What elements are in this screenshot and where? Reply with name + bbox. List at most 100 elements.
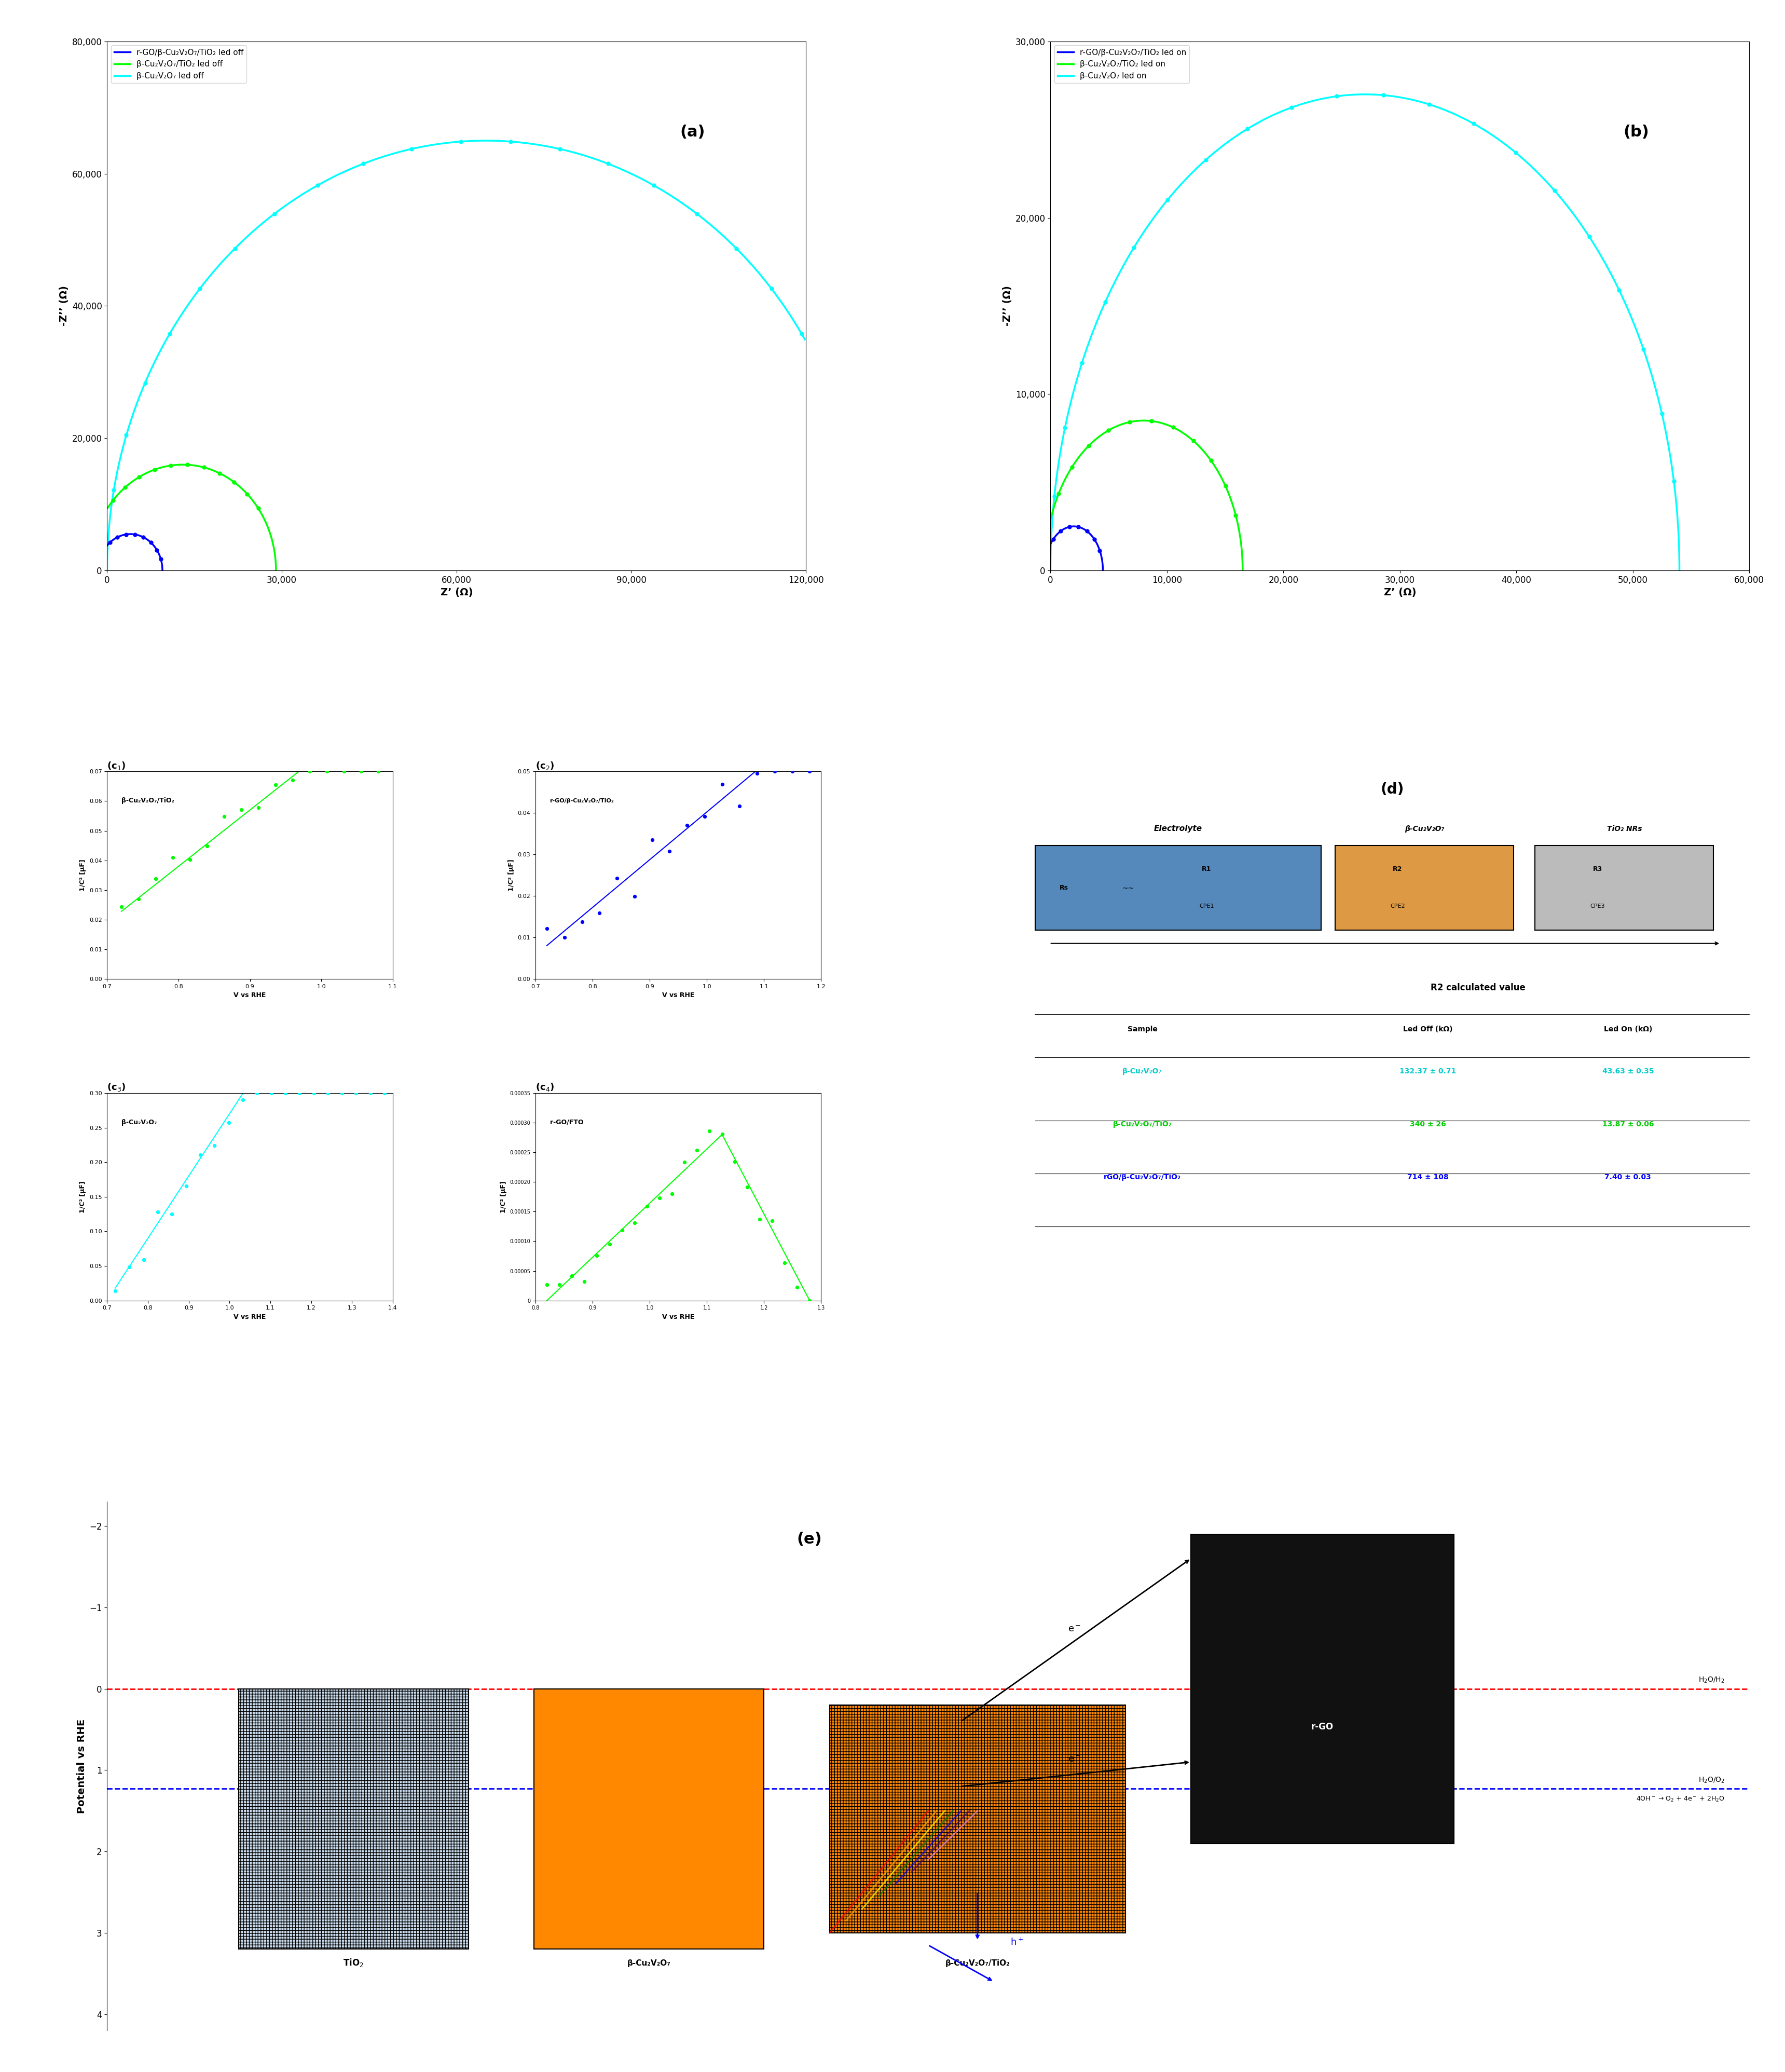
Text: β-Cu₂V₂O₇/TiO₂: β-Cu₂V₂O₇/TiO₂	[944, 1960, 1010, 1966]
Point	[784, 1270, 812, 1303]
Point	[796, 1285, 825, 1318]
Bar	[830, 1705, 1125, 1933]
Point	[1073, 514, 1101, 547]
Point	[607, 1214, 635, 1247]
Point	[657, 1177, 685, 1210]
Point	[278, 765, 307, 798]
Point	[594, 1229, 623, 1262]
Point	[671, 1146, 700, 1179]
Text: 7.40 ± 0.03: 7.40 ± 0.03	[1605, 1173, 1651, 1181]
Point	[245, 792, 273, 825]
Point	[261, 769, 289, 802]
Point	[330, 754, 359, 787]
Point	[1276, 91, 1305, 124]
Point	[787, 317, 816, 350]
Text: TiO₂ NRs: TiO₂ NRs	[1606, 825, 1642, 833]
Point	[116, 1249, 145, 1283]
Point	[125, 460, 154, 493]
Text: R1: R1	[1201, 866, 1212, 872]
Point	[759, 1204, 787, 1237]
Text: 340 ± 26: 340 ± 26	[1410, 1121, 1446, 1127]
Text: (c$_2$): (c$_2$)	[536, 760, 555, 771]
Point	[603, 862, 632, 895]
Text: β-Cu₂V₂O₇: β-Cu₂V₂O₇	[1405, 825, 1444, 833]
Point	[243, 1077, 271, 1111]
X-axis label: V vs RHE: V vs RHE	[234, 992, 266, 999]
Point	[300, 1077, 328, 1111]
Point	[639, 170, 668, 203]
Text: h$^+$: h$^+$	[1010, 1937, 1023, 1948]
Point	[186, 271, 214, 305]
Point	[1055, 510, 1083, 543]
Text: Rs: Rs	[1060, 885, 1067, 891]
Y-axis label: Potential vs RHE: Potential vs RHE	[77, 1720, 86, 1813]
Point	[723, 232, 751, 265]
X-axis label: Z’ (Ω): Z’ (Ω)	[441, 588, 473, 597]
Point	[546, 133, 575, 166]
Point	[1041, 479, 1069, 512]
Point	[594, 147, 623, 180]
Point	[157, 1198, 186, 1231]
Text: Electrolyte: Electrolyte	[1153, 825, 1203, 833]
Point	[107, 891, 136, 924]
Point	[1085, 535, 1114, 568]
X-axis label: V vs RHE: V vs RHE	[662, 992, 694, 999]
Point	[709, 1117, 737, 1150]
Legend: r-GO/β-Cu₂V₂O₇/TiO₂ led off, β-Cu₂V₂O₇/TiO₂ led off, β-Cu₂V₂O₇ led off: r-GO/β-Cu₂V₂O₇/TiO₂ led off, β-Cu₂V₂O₇/T…	[111, 46, 246, 83]
Point	[286, 1077, 314, 1111]
Point	[532, 912, 560, 945]
Point	[691, 800, 719, 833]
Point	[1094, 414, 1123, 448]
Point	[1501, 137, 1530, 170]
Text: r-GO: r-GO	[1312, 1722, 1333, 1732]
Point	[214, 1106, 243, 1140]
Point	[1369, 79, 1398, 112]
X-axis label: V vs RHE: V vs RHE	[662, 1314, 694, 1320]
Point	[569, 1264, 598, 1297]
Point	[125, 883, 154, 916]
Point	[619, 881, 648, 914]
Text: 714 ± 108: 714 ± 108	[1407, 1173, 1449, 1181]
Point	[186, 1138, 214, 1171]
Point	[234, 477, 262, 510]
Text: TiO$_2$: TiO$_2$	[343, 1958, 364, 1968]
X-axis label: V vs RHE: V vs RHE	[234, 1314, 266, 1320]
Point	[343, 1077, 371, 1111]
Point	[644, 1181, 673, 1214]
Point	[1660, 464, 1689, 497]
Text: 132.37 ± 0.71: 132.37 ± 0.71	[1399, 1067, 1457, 1075]
Point	[261, 197, 289, 230]
Point	[1158, 410, 1187, 443]
Point	[257, 1077, 286, 1111]
Text: ∼∼: ∼∼	[1123, 885, 1133, 891]
Text: β-Cu₂V₂O₇: β-Cu₂V₂O₇	[121, 1119, 157, 1125]
Point	[314, 1077, 343, 1111]
Text: R3: R3	[1592, 866, 1603, 872]
Point	[757, 271, 785, 305]
X-axis label: Z’ (Ω): Z’ (Ω)	[1383, 588, 1416, 597]
Point	[1057, 450, 1085, 483]
Point	[1648, 398, 1676, 431]
Bar	[1191, 1533, 1453, 1844]
Text: 13.87 ± 0.06: 13.87 ± 0.06	[1603, 1121, 1653, 1127]
Text: (b): (b)	[1624, 124, 1649, 139]
Text: e$^-$: e$^-$	[1067, 1755, 1080, 1763]
Point	[112, 419, 141, 452]
Point	[355, 1077, 384, 1111]
Point	[121, 518, 150, 551]
Point	[1221, 499, 1249, 533]
Point	[721, 1146, 750, 1179]
Point	[746, 1204, 775, 1237]
Point	[143, 1196, 171, 1229]
Point	[364, 754, 393, 787]
Point	[1039, 522, 1067, 555]
Point	[86, 543, 114, 576]
Point	[189, 452, 218, 485]
Point	[396, 133, 425, 166]
Point	[245, 491, 273, 524]
Point	[1064, 510, 1092, 543]
Point	[112, 518, 141, 551]
Point	[1180, 425, 1208, 458]
Point	[271, 1077, 300, 1111]
Point	[96, 526, 125, 559]
